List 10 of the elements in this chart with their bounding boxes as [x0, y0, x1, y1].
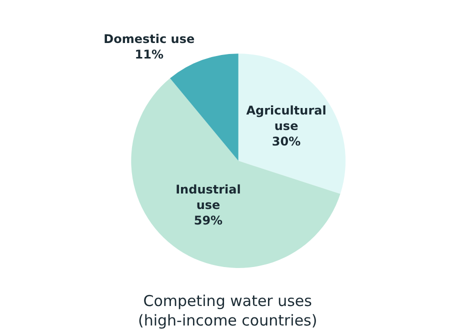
data-label: 30% — [272, 134, 301, 149]
pie-slice — [131, 78, 340, 268]
text: Competing water uses (high-income countries) — [138, 292, 318, 330]
data-label: 11% — [134, 48, 164, 62]
pie-slice — [170, 54, 238, 161]
pie-slice — [238, 54, 346, 194]
slice-label: Agricultural use — [246, 103, 326, 133]
slice-label: Domestic use — [104, 32, 195, 46]
data-label: 59% — [194, 214, 223, 228]
slice-label: Industrial use — [176, 182, 241, 212]
